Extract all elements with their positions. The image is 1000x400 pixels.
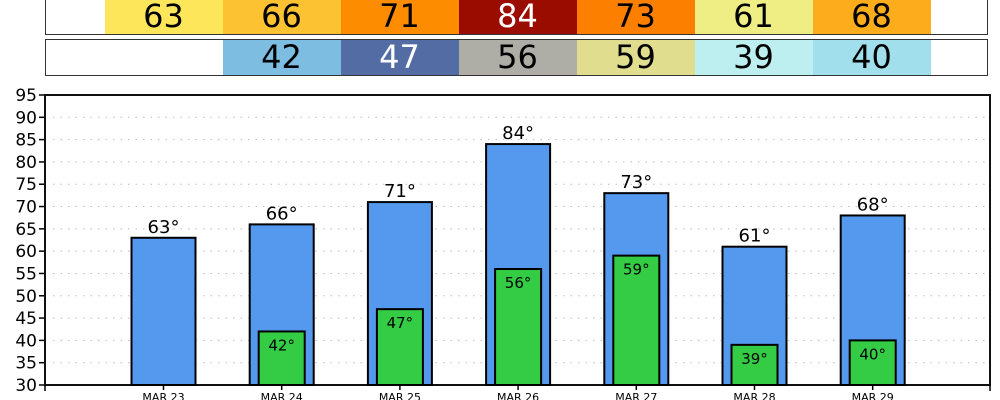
- low-bar-label: 56°: [505, 274, 532, 292]
- low-bar-label: 40°: [859, 345, 886, 363]
- lows-row: 42 47 56 59 39 40: [45, 39, 988, 76]
- x-tick-label: MAR 26: [497, 391, 539, 400]
- low-bar: [848, 339, 897, 386]
- high-cell: 68: [812, 0, 931, 34]
- low-cell: 56: [458, 40, 577, 75]
- high-cell: 73: [576, 0, 695, 34]
- y-tick-label: 70: [15, 198, 37, 218]
- high-bar-label: 61°: [739, 226, 771, 247]
- y-tick-label: 45: [15, 309, 37, 329]
- y-tick-label: 30: [15, 376, 37, 396]
- x-tick-label: MAR 29: [852, 391, 894, 400]
- high-cell: 84: [458, 0, 577, 34]
- y-tick-label: 75: [15, 175, 37, 195]
- y-tick-label: 90: [15, 108, 37, 128]
- high-bar-label: 68°: [857, 194, 889, 215]
- low-cell: 40: [812, 40, 931, 75]
- low-cell: 42: [222, 40, 341, 75]
- x-tick-label: MAR 24: [261, 391, 303, 400]
- y-tick-label: 85: [15, 131, 37, 151]
- low-bar-label: 59°: [623, 261, 650, 279]
- x-tick-label: MAR 25: [379, 391, 421, 400]
- high-bar: [130, 236, 197, 386]
- x-tick-label: MAR 23: [142, 391, 184, 400]
- high-cell: 61: [694, 0, 813, 34]
- high-bar-label: 63°: [148, 217, 180, 238]
- low-bar: [494, 268, 543, 386]
- high-cell: 66: [222, 0, 341, 34]
- high-bar-label: 84°: [502, 123, 534, 144]
- low-bar-label: 42°: [268, 336, 295, 354]
- low-cell: 47: [340, 40, 459, 75]
- y-tick-label: 55: [15, 264, 37, 284]
- y-tick-label: 35: [15, 354, 37, 374]
- high-bar-label: 71°: [384, 181, 416, 202]
- low-bar: [612, 254, 661, 386]
- y-tick-label: 40: [15, 331, 37, 351]
- low-cell: 59: [576, 40, 695, 75]
- x-tick-label: MAR 28: [733, 391, 775, 400]
- high-bar-label: 73°: [620, 172, 652, 193]
- low-bar-label: 39°: [741, 350, 768, 368]
- x-tick-label: MAR 27: [615, 391, 657, 400]
- y-tick-label: 65: [15, 220, 37, 240]
- low-bar: [375, 308, 424, 386]
- y-tick-label: 80: [15, 153, 37, 173]
- highs-row: 63 66 71 84 73 61 68: [45, 0, 988, 35]
- low-bar-label: 47°: [387, 314, 414, 332]
- y-tick-label: 95: [15, 86, 37, 106]
- low-bar: [730, 343, 779, 387]
- y-tick-label: 50: [15, 287, 37, 307]
- high-bar-label: 66°: [266, 203, 298, 224]
- low-cell: 39: [694, 40, 813, 75]
- high-cell: 71: [340, 0, 459, 34]
- high-cell: 63: [104, 0, 223, 34]
- y-tick-label: 60: [15, 242, 37, 262]
